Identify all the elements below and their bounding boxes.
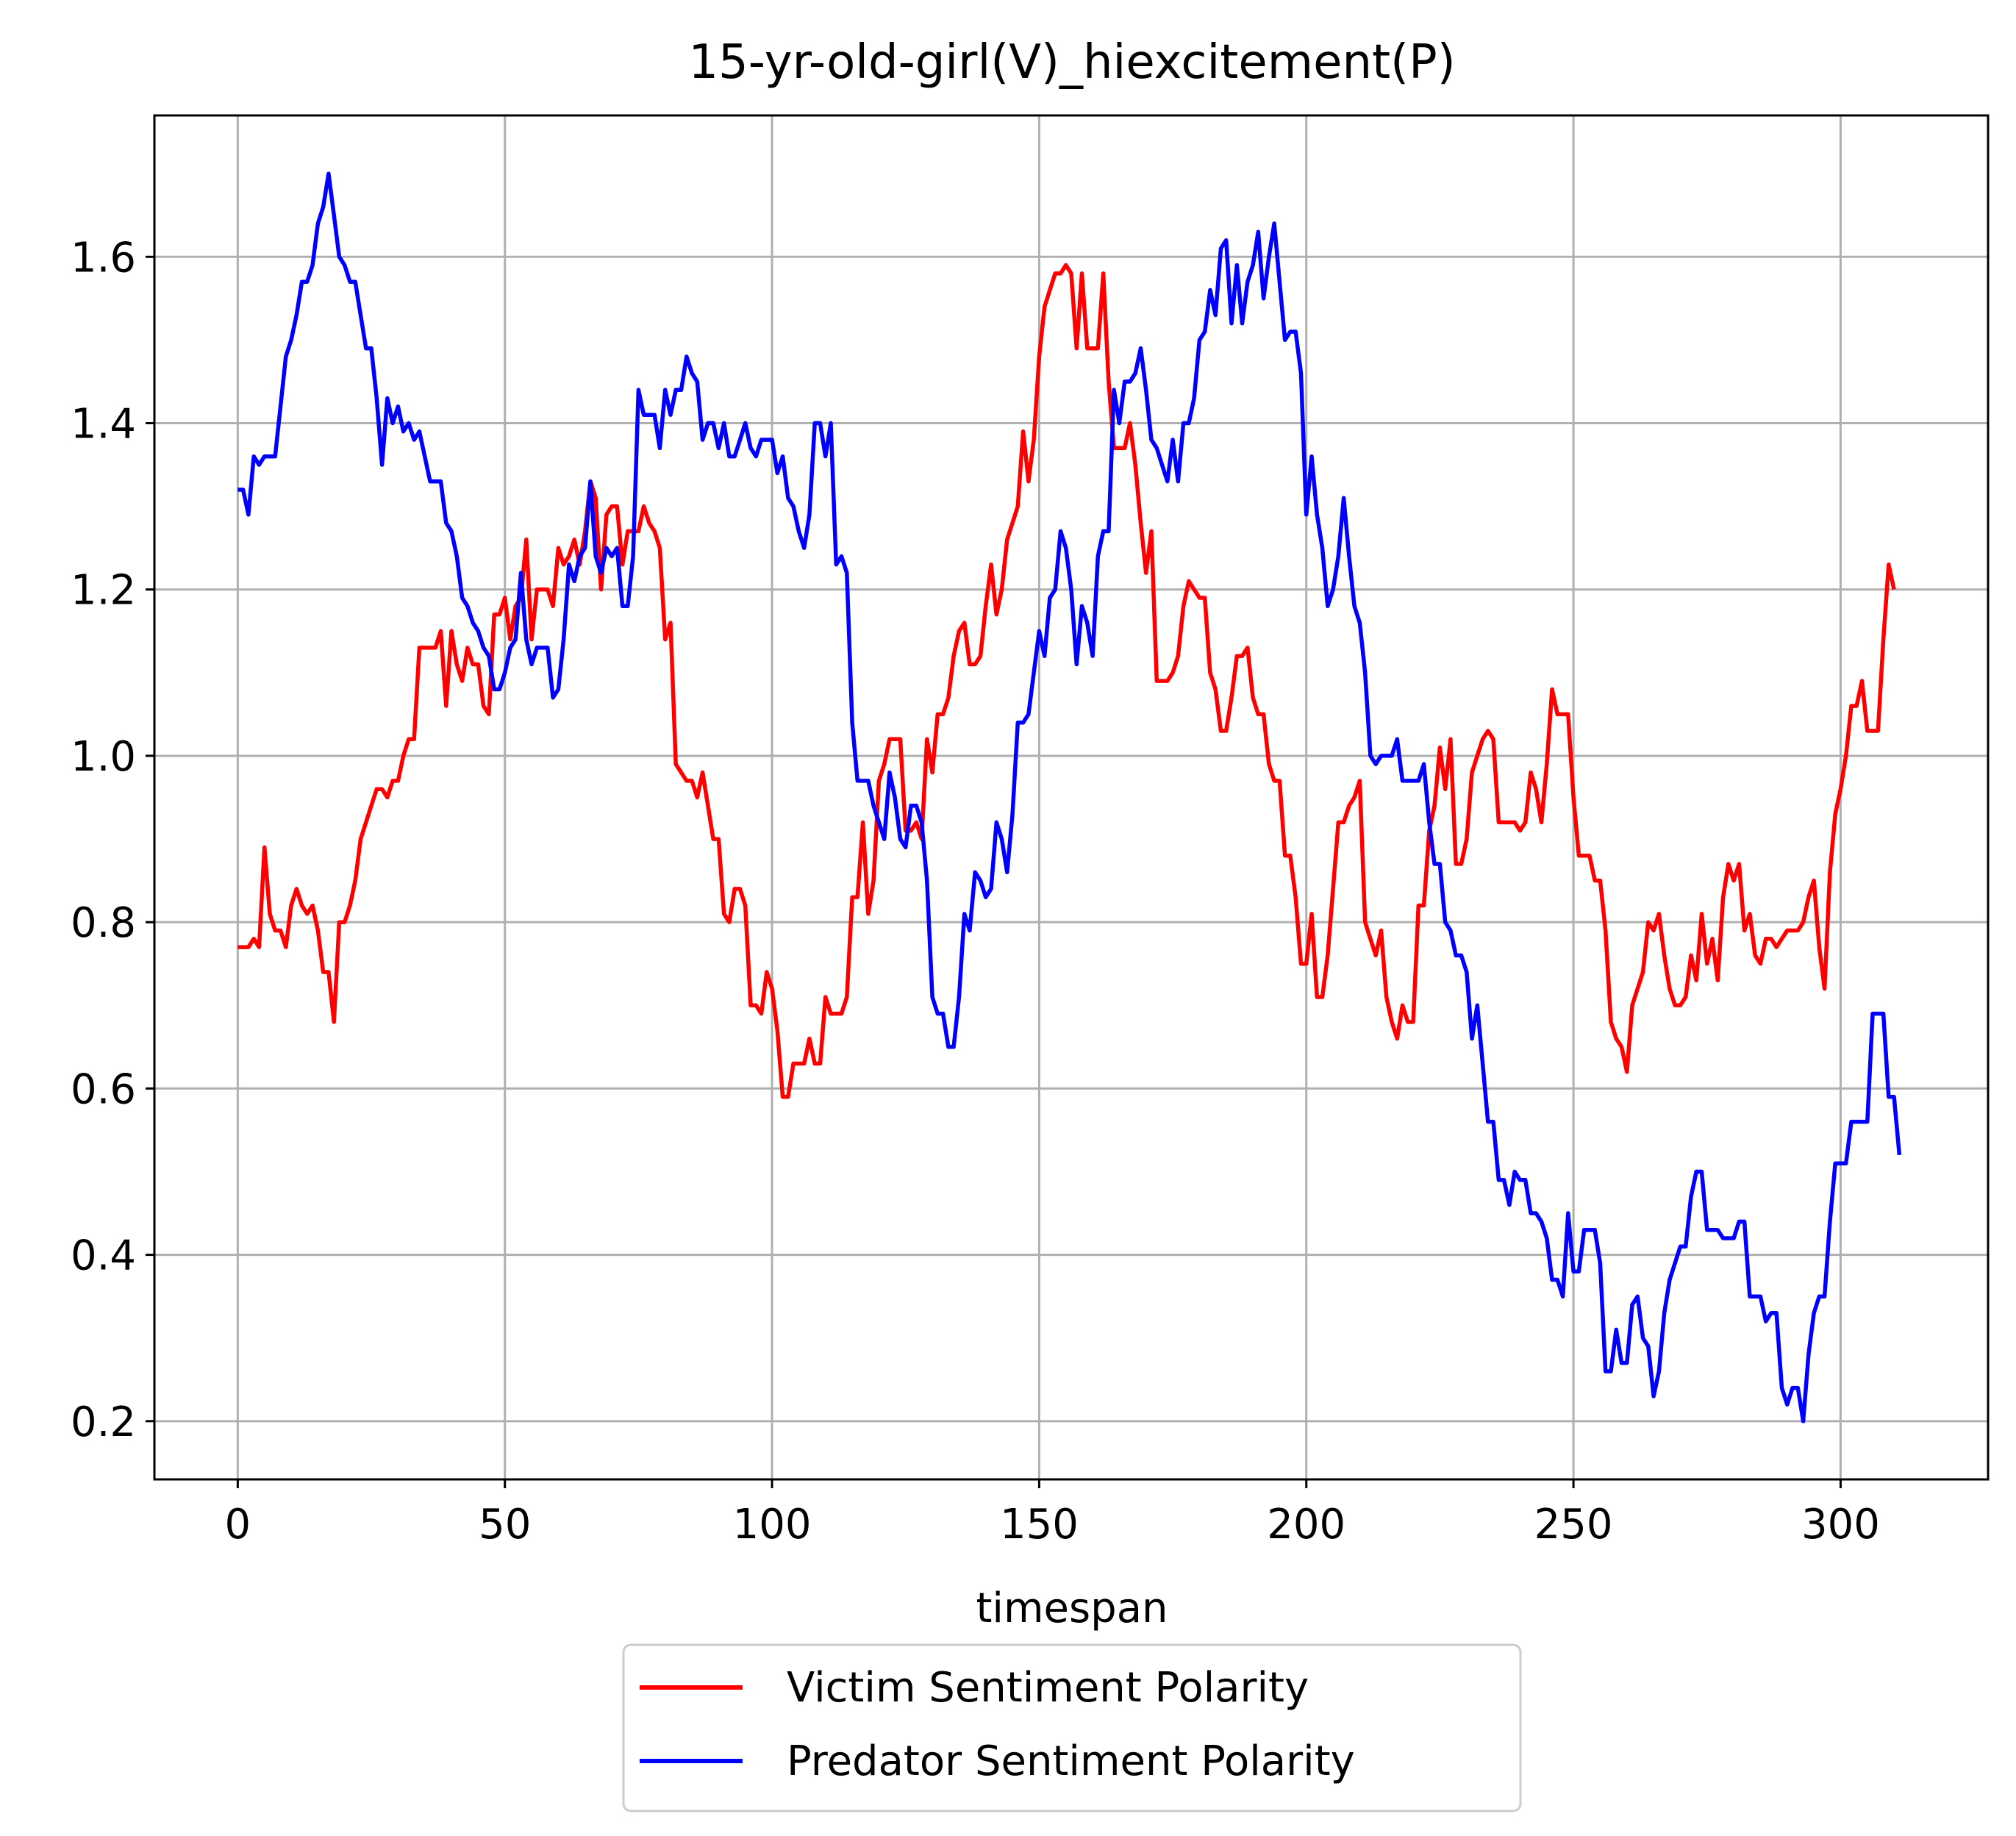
y-axis: 0.2 0.4 0.6 0.8 1.0 1.2 1.4 1.6 [71, 234, 154, 1446]
x-tick-label: 100 [733, 1501, 812, 1549]
legend: Victim Sentiment Polarity Predator Senti… [622, 1643, 1522, 1812]
x-tick-label: 50 [479, 1501, 531, 1549]
x-tick-label: 0 [225, 1501, 251, 1549]
y-tick-label: 0.4 [71, 1232, 136, 1280]
y-tick-label: 0.6 [71, 1065, 136, 1113]
series-layer [237, 171, 1902, 1424]
x-tick-label: 150 [1000, 1501, 1079, 1549]
legend-label-victim: Victim Sentiment Polarity [787, 1664, 1309, 1712]
y-tick-label: 1.2 [71, 567, 136, 615]
legend-label-predator: Predator Sentiment Polarity [787, 1737, 1355, 1785]
x-axis-label: timespan [976, 1585, 1168, 1632]
legend-box [622, 1643, 1522, 1812]
y-tick-label: 0.8 [71, 899, 136, 947]
chart-title: 15-yr-old-girl(V)_hiexcitement(P) [688, 35, 1455, 90]
y-tick-label: 1.6 [71, 234, 136, 282]
y-tick-label: 0.2 [71, 1399, 136, 1446]
x-tick-label: 250 [1534, 1501, 1613, 1549]
x-tick-label: 200 [1267, 1501, 1345, 1549]
y-tick-label: 1.4 [71, 401, 136, 449]
plot-frame [153, 114, 1990, 1481]
y-tick-label: 1.0 [71, 733, 136, 781]
x-axis: 0 50 100 150 200 250 300 [225, 1479, 1880, 1549]
series-line-predator [237, 171, 1902, 1424]
x-tick-label: 300 [1801, 1501, 1880, 1549]
